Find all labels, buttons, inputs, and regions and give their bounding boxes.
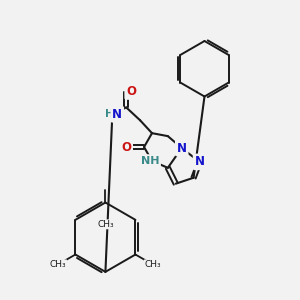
Text: O: O — [126, 85, 136, 98]
Text: N: N — [112, 108, 122, 121]
Text: CH₃: CH₃ — [144, 260, 161, 269]
Text: O: O — [121, 140, 131, 154]
Text: CH₃: CH₃ — [50, 260, 67, 269]
Text: NH: NH — [141, 156, 159, 166]
Text: N: N — [194, 155, 205, 168]
Text: N: N — [177, 142, 187, 154]
Text: CH₃: CH₃ — [97, 220, 114, 229]
Text: H: H — [105, 109, 114, 119]
